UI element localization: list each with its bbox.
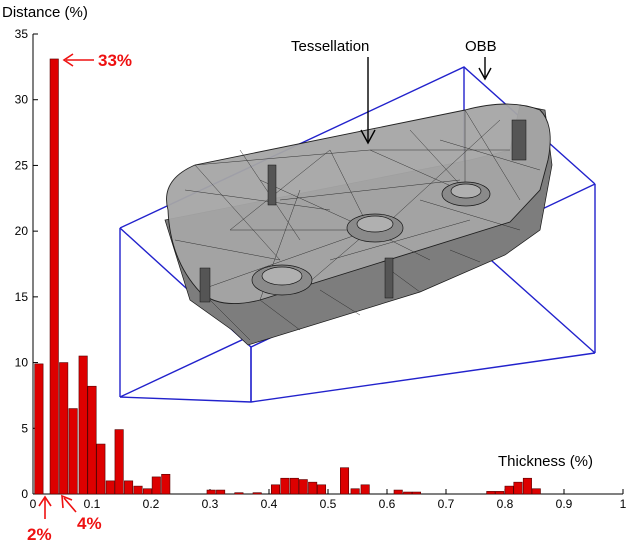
histogram-bar [504,485,514,495]
boss-right [441,181,491,207]
histogram-bar [522,477,532,495]
y-axis-ticks: 0 5 10 15 20 25 30 35 [15,27,38,501]
obb-tessellation-inset: Tessellation OBB [119,38,596,403]
histogram-bar [531,488,541,495]
histogram-bar [486,491,496,495]
y-tick-label: 5 [21,421,28,435]
tessellated-part [164,103,553,346]
histogram-bar [513,481,523,495]
y-tick-label: 10 [15,356,29,370]
histogram-bar [161,473,171,495]
annotation-4: 4% [61,494,102,533]
histogram-bar [308,481,318,495]
histogram-bar [59,362,69,495]
annotation-4-label: 4% [77,514,102,533]
histogram-bar [78,355,88,495]
x-tick-label: 0.6 [379,497,396,511]
x-tick-label: 0.8 [497,497,514,511]
histogram-bar [289,477,299,495]
histogram-bar [151,476,161,495]
y-tick-label: 15 [15,290,29,304]
histogram-bar [34,363,44,495]
histogram-bar [270,484,280,495]
y-tick-label: 30 [15,93,29,107]
histogram-bar [105,480,115,495]
x-tick-label: 0.4 [261,497,278,511]
histogram-bar [234,492,244,495]
histogram-bar [340,467,350,495]
histogram-bar [252,492,262,495]
histogram-bar [393,489,403,495]
tessellation-label: Tessellation [291,38,369,55]
x-tick-label: 0.1 [84,497,101,511]
histogram-bar [124,480,134,495]
y-tick-label: 25 [15,158,29,172]
annotation-4-arrow [61,494,77,513]
y-tick-label: 0 [21,487,28,501]
x-tick-label: 0 [30,497,37,511]
annotation-33-arrow [62,53,94,67]
y-tick-label: 20 [15,224,29,238]
histogram-bar [114,429,124,495]
annotation-33-label: 33% [98,51,132,70]
histogram-bar [495,491,505,495]
annotation-2-label: 2% [27,525,52,544]
part-top-face [166,103,551,305]
obb-front-edges [119,184,596,403]
histogram-bar [350,488,360,495]
tessellation-arrow [360,57,376,145]
annotation-33: 33% [62,51,132,70]
x-tick-label: 0.3 [202,497,219,511]
x-tick-label: 1 [620,497,627,511]
x-tick-label: 0.7 [438,497,455,511]
annotation-2: 2% [27,495,52,544]
histogram-bar [298,479,308,495]
obb-label: OBB [465,38,497,55]
x-axis-title: Thickness (%) [498,453,593,470]
boss-middle [346,213,404,243]
histogram-bar [87,385,97,495]
y-tick-label: 35 [15,27,29,41]
histogram-bar [68,408,78,495]
histogram-bar [142,488,152,495]
ribs [199,119,527,303]
histogram-bar [317,484,327,495]
histogram-bar [133,485,143,495]
histogram-bar [403,491,413,495]
x-tick-label: 0.9 [556,497,573,511]
histogram-bar [280,477,290,495]
histogram-bar [360,484,370,495]
annotation-2-arrow [38,495,52,519]
histogram-bar [216,489,226,495]
y-axis-title: Distance (%) [2,4,88,21]
boss-left [251,264,313,296]
x-tick-label: 0.5 [320,497,337,511]
histogram-bar [96,443,106,495]
histogram-bar [49,58,59,495]
histogram-bar [411,491,422,495]
obb-arrow [478,57,492,81]
x-tick-label: 0.2 [143,497,160,511]
histogram-bars [34,58,541,495]
histogram-bar [206,489,216,495]
